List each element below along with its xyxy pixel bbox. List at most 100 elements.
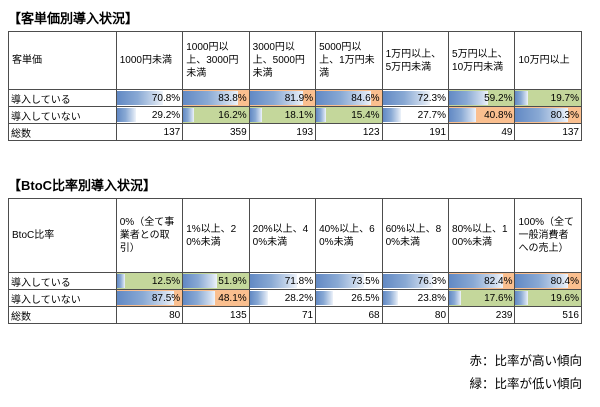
cell-value: 19.7% — [550, 92, 579, 104]
table2-column-header: 60%以上、80%未満 — [381, 198, 450, 273]
table2-title: 【BtoC比率別導入状況】 — [8, 178, 157, 193]
percent-cell: 17.6% — [448, 289, 516, 307]
cell-value: 76.3% — [417, 275, 447, 287]
data-bar — [117, 108, 136, 122]
cell-value: 40.8% — [484, 109, 513, 121]
data-bar — [316, 108, 327, 122]
data-bar — [117, 91, 164, 105]
data-bar — [383, 91, 430, 105]
percent-cell: 12.5% — [115, 272, 184, 290]
data-bar — [316, 291, 334, 305]
percent-cell: 84.6% — [315, 89, 383, 107]
table2-row-adopted: 導入している 12.5% 51.9% 71.8% 73.5% 76.3% 82.… — [8, 272, 582, 290]
data-bar — [449, 291, 461, 305]
count-cell: 71 — [248, 306, 317, 324]
table1-row-not-adopted: 導入していない 29.2% 16.2% 18.1% 15.4% 27.7% 40… — [8, 106, 582, 124]
data-bar — [250, 91, 304, 105]
table1-row-total: 総数 137 359 193 123 191 49 137 — [8, 123, 582, 141]
cell-value: 83.8% — [218, 92, 247, 104]
count-cell: 49 — [448, 123, 516, 141]
cell-value: 59.2% — [484, 92, 513, 104]
percent-cell: 71.8% — [248, 272, 317, 290]
percent-cell: 80.4% — [514, 272, 582, 290]
table1-title: 【客単価別導入状況】 — [8, 11, 139, 26]
data-bar — [250, 108, 262, 122]
table-by-customer-unit-price: 客単価 1000円未満 1000円以上、3000円未満 3000円以上、5000… — [8, 31, 582, 141]
table1-row-adopted: 導入している 70.8% 83.8% 81.9% 84.6% 72.3% 59.… — [8, 89, 582, 107]
cell-value: 48.1% — [218, 292, 247, 304]
cell-value: 29.2% — [151, 109, 181, 121]
percent-cell: 80.3% — [514, 106, 582, 124]
data-bar — [183, 91, 239, 105]
percent-cell: 27.7% — [381, 106, 450, 124]
data-bar — [183, 274, 218, 288]
cell-value: 15.4% — [351, 109, 380, 121]
percent-cell: 18.1% — [248, 106, 317, 124]
count-cell: 516 — [514, 306, 582, 324]
data-bar — [183, 108, 194, 122]
data-bar — [515, 91, 529, 105]
data-bar — [449, 91, 488, 105]
legend-low-label: 緑：比率が低い傾向 — [469, 377, 582, 392]
data-bar — [383, 274, 433, 288]
count-cell: 239 — [448, 306, 516, 324]
count-cell: 123 — [315, 123, 383, 141]
table-by-btoc-ratio: BtoC比率 0%（全て事業者との取引） 1%以上、20%未満 20%以上、40… — [8, 198, 582, 324]
cell-value: 82.4% — [484, 275, 513, 287]
table1-column-header: 10万円以上 — [514, 31, 582, 90]
table2-column-header: 1%以上、20%未満 — [182, 198, 250, 273]
data-bar — [449, 274, 503, 288]
percent-cell: 19.7% — [514, 89, 582, 107]
table1-header-row: 客単価 1000円未満 1000円以上、3000円未満 3000円以上、5000… — [8, 31, 582, 90]
data-bar — [515, 291, 529, 305]
data-bar — [449, 108, 476, 122]
row-label: 総数 — [8, 306, 117, 324]
cell-value: 19.6% — [550, 292, 579, 304]
table2-column-header: 100%（全て一般消費者への売上） — [514, 198, 582, 273]
cell-value: 80.3% — [550, 109, 579, 121]
table1-column-header: 1万円以上、5万円未満 — [381, 31, 450, 90]
count-cell: 80 — [115, 306, 184, 324]
cell-value: 84.6% — [351, 92, 380, 104]
count-cell: 137 — [514, 123, 582, 141]
color-legend: 赤：比率が高い傾向 緑：比率が低い傾向 — [469, 350, 582, 398]
cell-value: 23.8% — [417, 292, 447, 304]
count-cell: 137 — [115, 123, 184, 141]
cell-value: 81.9% — [284, 92, 314, 104]
cell-value: 73.5% — [351, 275, 380, 287]
count-cell: 68 — [315, 306, 383, 324]
percent-cell: 83.8% — [182, 89, 250, 107]
count-cell: 80 — [381, 306, 450, 324]
row-label: 導入していない — [8, 106, 117, 124]
percent-cell: 16.2% — [182, 106, 250, 124]
percent-cell: 26.5% — [315, 289, 383, 307]
percent-cell: 19.6% — [514, 289, 582, 307]
table1-column-header: 1000円未満 — [115, 31, 184, 90]
percent-cell: 76.3% — [381, 272, 450, 290]
count-cell: 135 — [182, 306, 250, 324]
cell-value: 80.4% — [550, 275, 579, 287]
table2-header-row: BtoC比率 0%（全て事業者との取引） 1%以上、20%未満 20%以上、40… — [8, 198, 582, 273]
cell-value: 71.8% — [284, 275, 314, 287]
row-label: 導入している — [8, 89, 117, 107]
data-bar — [316, 91, 372, 105]
data-bar — [383, 291, 399, 305]
percent-cell: 15.4% — [315, 106, 383, 124]
table2-column-header: 80%以上、100%未満 — [448, 198, 516, 273]
cell-value: 70.8% — [151, 92, 181, 104]
cell-value: 72.3% — [417, 92, 447, 104]
table2-column-header: 20%以上、40%未満 — [248, 198, 317, 273]
table2-row-not-adopted: 導入していない 87.5% 48.1% 28.2% 26.5% 23.8% 17… — [8, 289, 582, 307]
data-bar — [117, 274, 125, 288]
percent-cell: 28.2% — [248, 289, 317, 307]
percent-cell: 72.3% — [381, 89, 450, 107]
cell-value: 28.2% — [284, 292, 314, 304]
cell-value: 16.2% — [218, 109, 247, 121]
percent-cell: 48.1% — [182, 289, 250, 307]
count-cell: 193 — [248, 123, 317, 141]
data-bar — [515, 274, 569, 288]
percent-cell: 59.2% — [448, 89, 516, 107]
percent-cell: 73.5% — [315, 272, 383, 290]
percent-cell: 29.2% — [115, 106, 184, 124]
data-bar — [183, 291, 215, 305]
